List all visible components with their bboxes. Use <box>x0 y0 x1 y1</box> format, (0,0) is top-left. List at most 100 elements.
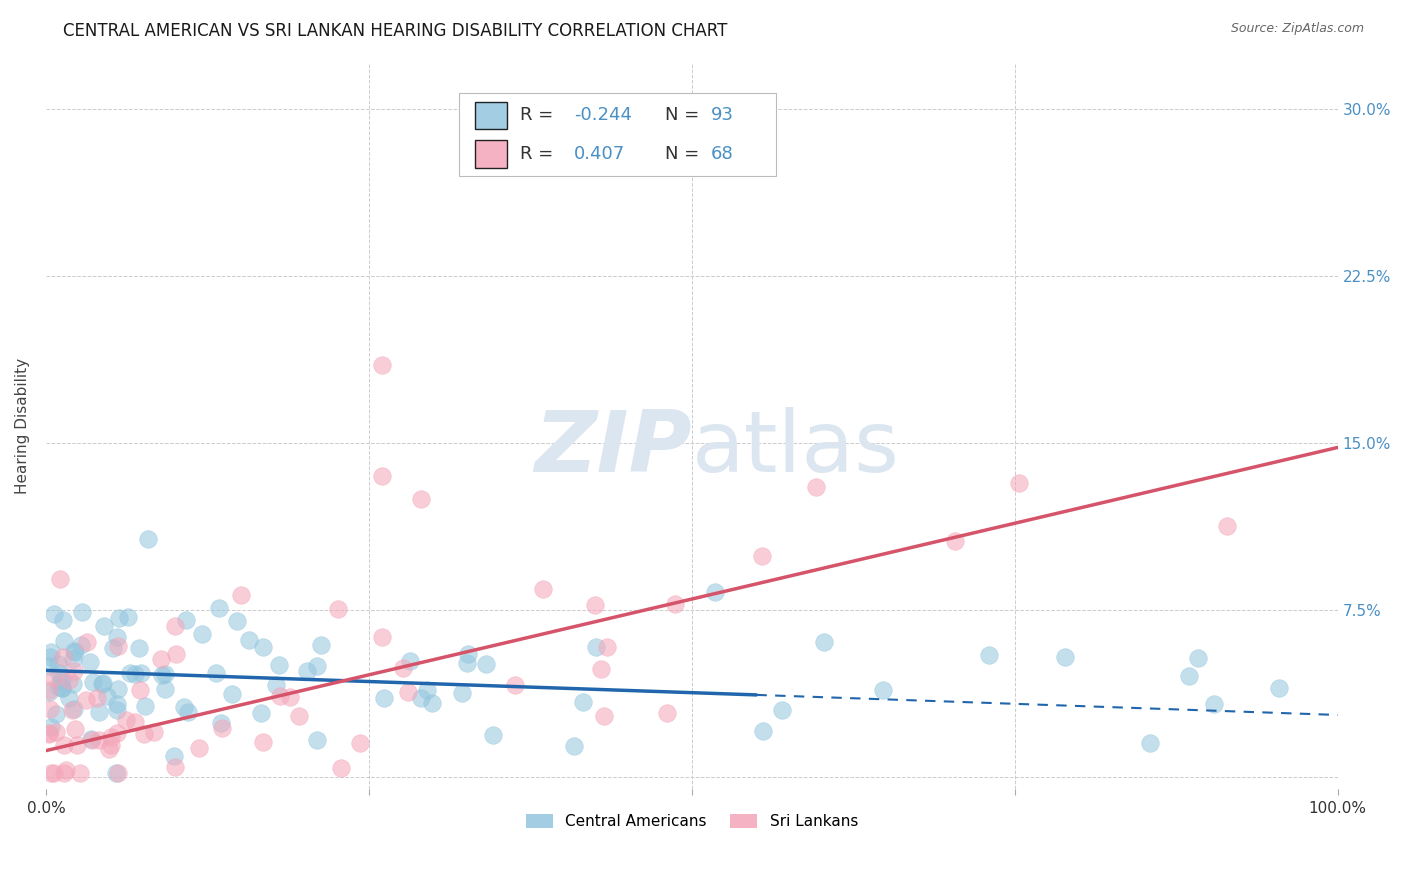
Text: 68: 68 <box>711 145 734 163</box>
Point <box>87 705 110 719</box>
Point <box>943 533 966 548</box>
Point <box>105 697 128 711</box>
Point <box>1202 697 1225 711</box>
Point <box>562 739 585 754</box>
Point <box>39 645 62 659</box>
Point <box>250 706 273 720</box>
Point <box>1187 651 1209 665</box>
Point <box>457 647 479 661</box>
Point <box>163 748 186 763</box>
Point <box>1008 476 1031 491</box>
Point <box>482 728 505 742</box>
Point <box>252 640 274 654</box>
Point <box>288 709 311 723</box>
Point <box>187 741 209 756</box>
Point <box>349 736 371 750</box>
Point <box>475 657 498 672</box>
Point <box>1053 649 1076 664</box>
Point <box>163 760 186 774</box>
Point <box>93 619 115 633</box>
Point <box>591 661 613 675</box>
Point <box>593 709 616 723</box>
Point <box>70 638 93 652</box>
Point <box>55 763 77 777</box>
Point <box>63 644 86 658</box>
Point <box>117 610 139 624</box>
Text: atlas: atlas <box>692 407 900 490</box>
Point <box>269 657 291 672</box>
Point <box>79 655 101 669</box>
Text: -0.244: -0.244 <box>574 106 633 125</box>
Y-axis label: Hearing Disability: Hearing Disability <box>15 359 30 494</box>
Point <box>82 675 104 690</box>
Point <box>451 686 474 700</box>
FancyBboxPatch shape <box>460 93 776 177</box>
Point <box>42 607 65 622</box>
Point <box>39 721 62 735</box>
Point <box>76 634 98 648</box>
Point <box>371 358 394 372</box>
Point <box>173 699 195 714</box>
Point <box>150 652 173 666</box>
Point <box>80 732 103 747</box>
Point <box>100 730 122 744</box>
Point <box>398 655 420 669</box>
Point <box>58 690 80 705</box>
Point <box>142 724 165 739</box>
Point <box>328 601 350 615</box>
Point <box>38 702 60 716</box>
Point <box>305 659 328 673</box>
Point <box>45 706 67 721</box>
Point <box>39 766 62 780</box>
Point <box>44 766 66 780</box>
Point <box>38 682 60 697</box>
Point <box>75 693 97 707</box>
Point <box>66 738 89 752</box>
Point <box>136 532 159 546</box>
Point <box>165 619 187 633</box>
Point <box>583 598 606 612</box>
Point <box>409 491 432 506</box>
Point <box>107 681 129 696</box>
Point <box>211 721 233 735</box>
Point <box>309 638 332 652</box>
Point <box>58 673 80 687</box>
Point <box>72 605 94 619</box>
Point <box>503 678 526 692</box>
Point <box>98 742 121 756</box>
Point <box>1178 669 1201 683</box>
Point <box>52 650 75 665</box>
Point <box>38 649 60 664</box>
Point <box>38 727 60 741</box>
Point <box>225 614 247 628</box>
Point <box>252 735 274 749</box>
Point <box>770 703 793 717</box>
Point <box>105 726 128 740</box>
Point <box>100 738 122 752</box>
Point <box>1268 681 1291 695</box>
Point <box>107 766 129 780</box>
Point <box>872 683 894 698</box>
Point <box>204 666 226 681</box>
Text: R =: R = <box>520 145 565 163</box>
Point <box>53 634 76 648</box>
Point <box>48 680 70 694</box>
Point <box>153 682 176 697</box>
Legend: Central Americans, Sri Lankans: Central Americans, Sri Lankans <box>520 807 865 835</box>
Point <box>572 695 595 709</box>
Point <box>531 582 554 596</box>
Point <box>596 640 619 655</box>
Point <box>51 681 73 695</box>
Point <box>104 766 127 780</box>
Point <box>49 675 72 690</box>
Point <box>63 645 86 659</box>
Point <box>396 685 419 699</box>
Point <box>52 613 75 627</box>
Point <box>51 681 73 695</box>
Point <box>456 656 478 670</box>
Point <box>411 691 433 706</box>
Text: R =: R = <box>520 106 560 125</box>
Point <box>269 690 291 704</box>
Point <box>307 732 329 747</box>
FancyBboxPatch shape <box>475 140 508 168</box>
